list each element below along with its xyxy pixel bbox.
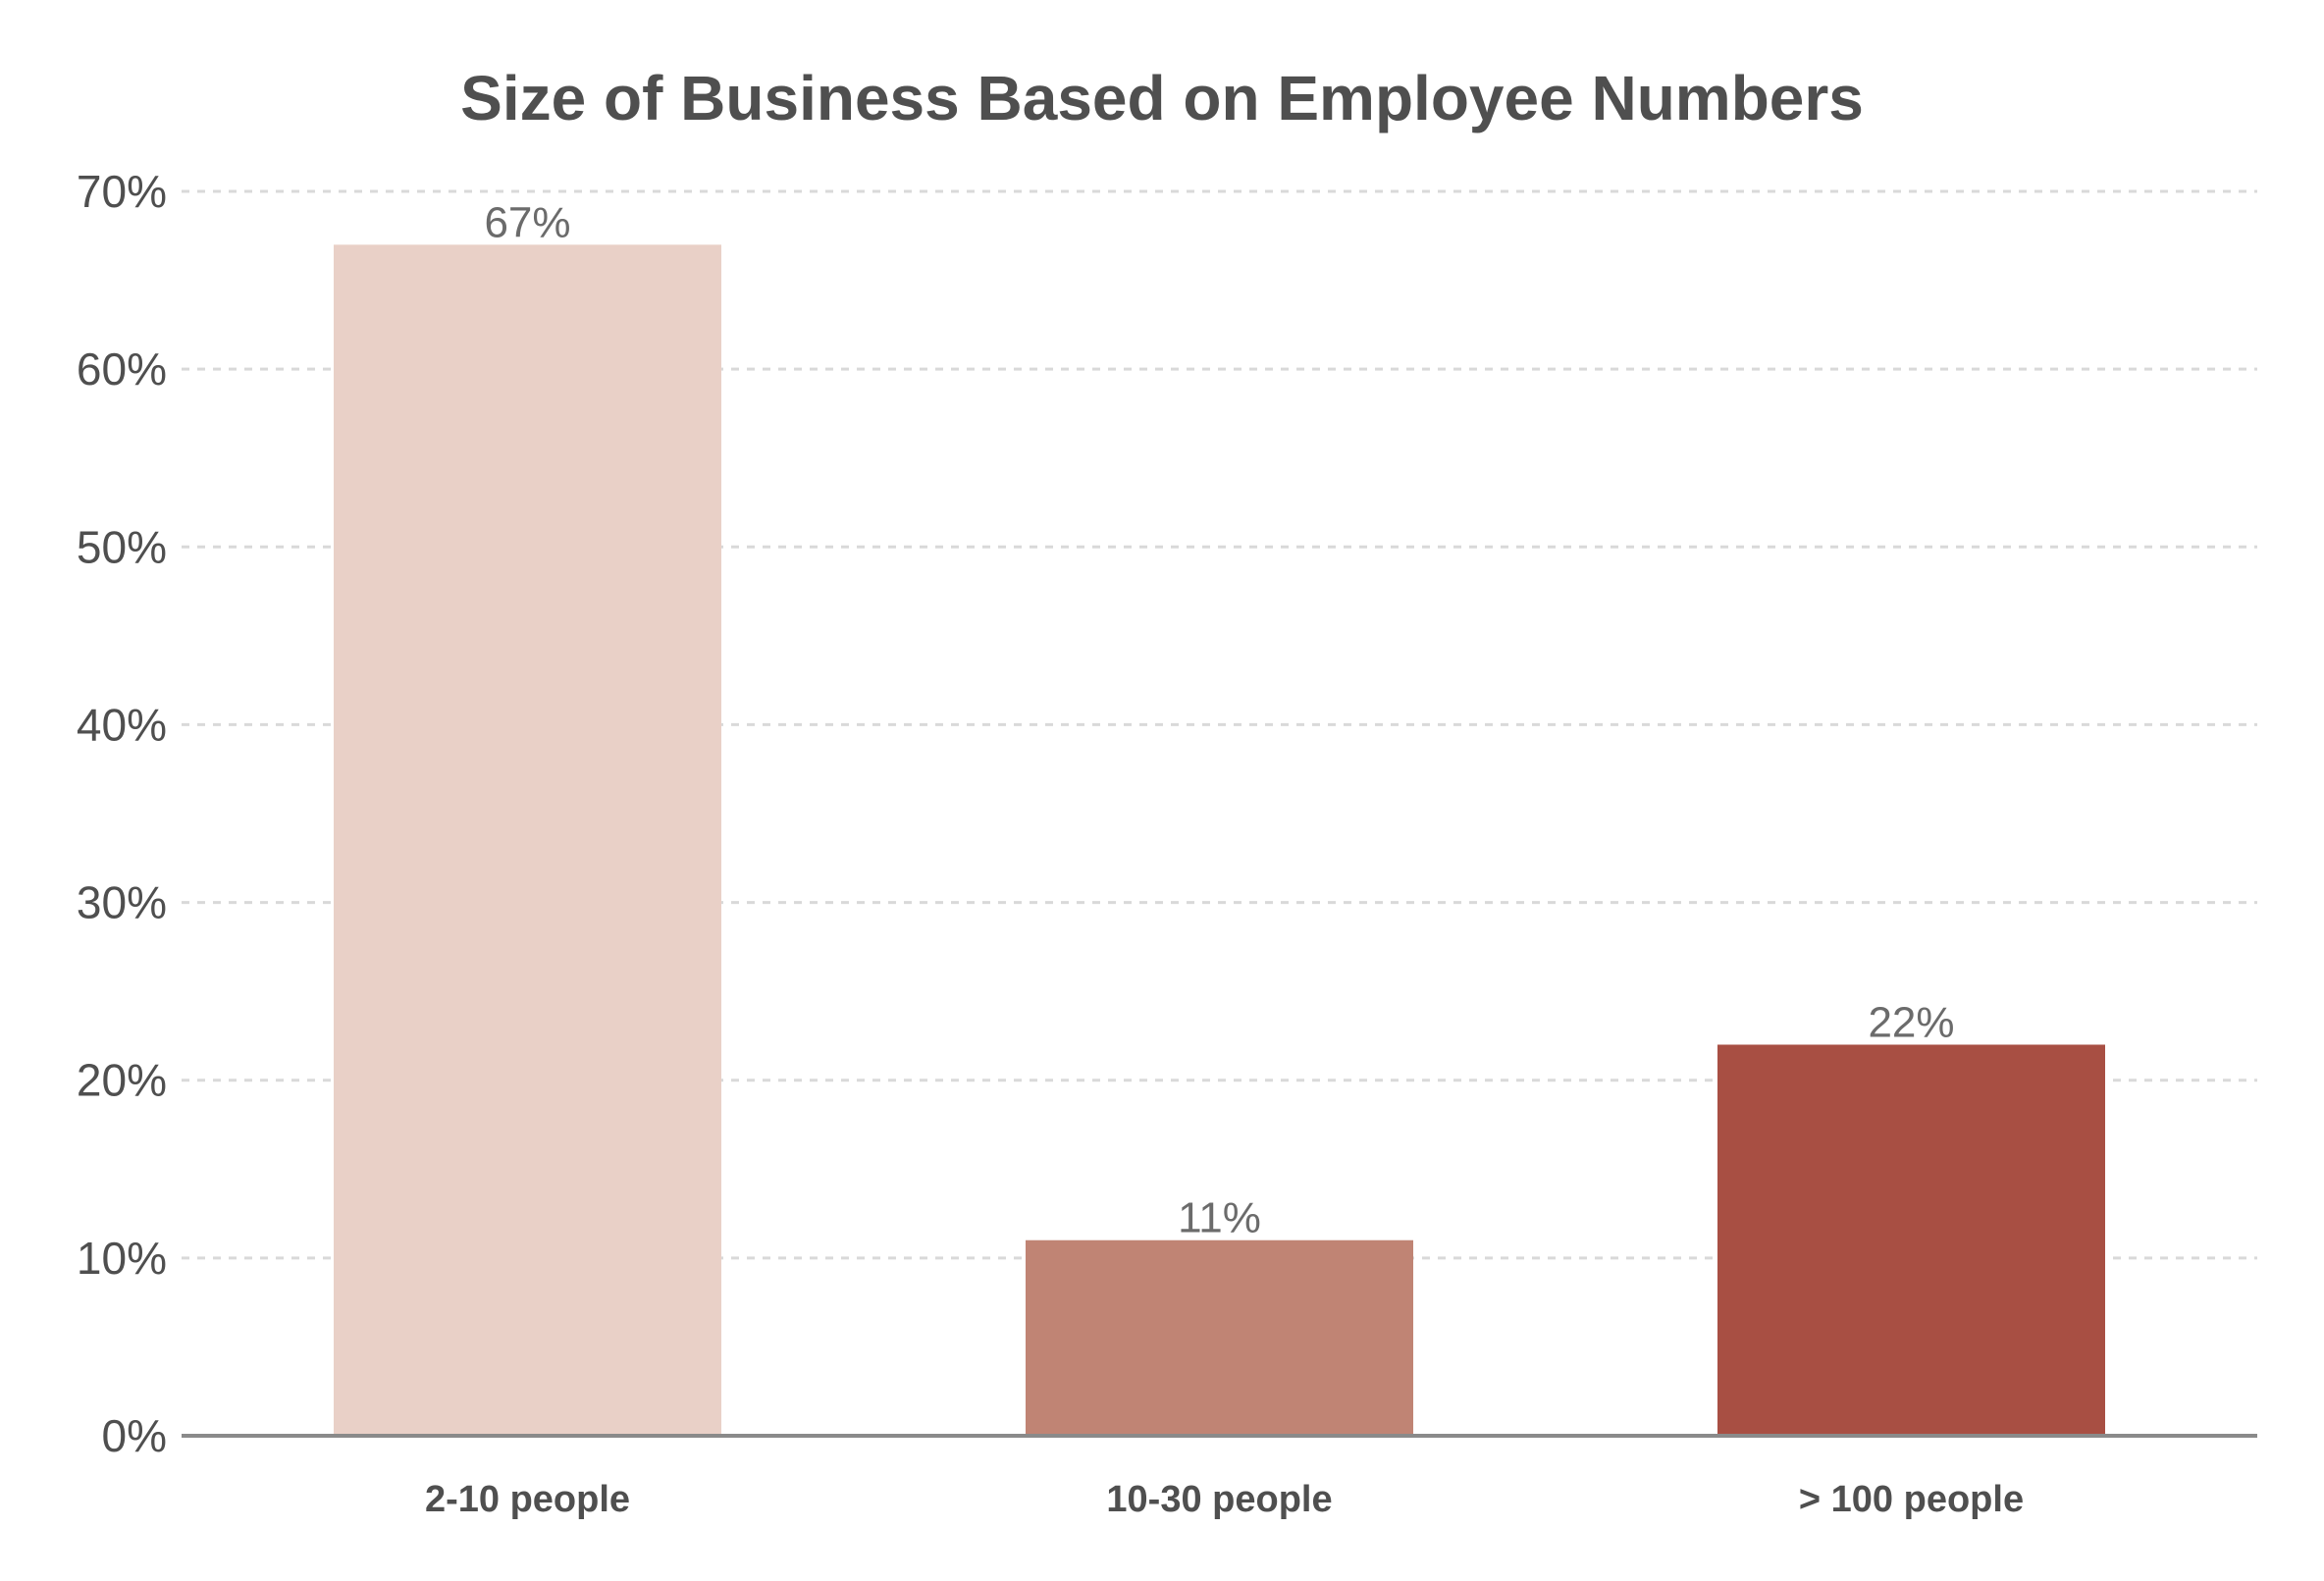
data-label: 11%	[1178, 1194, 1261, 1242]
data-labels: 67% 11% 22%	[484, 198, 1954, 1241]
y-tick-label: 30%	[77, 877, 167, 928]
chart-title: Size of Business Based on Employee Numbe…	[460, 63, 1864, 133]
x-axis-ticks: 2-10 people 10-30 people > 100 people	[425, 1479, 2024, 1520]
y-tick-label: 50%	[77, 521, 167, 572]
y-tick-label: 10%	[77, 1233, 167, 1284]
data-label: 22%	[1868, 998, 1954, 1046]
y-tick-label: 60%	[77, 343, 167, 395]
y-tick-label: 40%	[77, 699, 167, 750]
y-tick-label: 70%	[77, 166, 167, 217]
bar	[1717, 1044, 2105, 1436]
y-tick-label: 20%	[77, 1055, 167, 1106]
x-tick-label: > 100 people	[1799, 1479, 2024, 1520]
x-tick-label: 2-10 people	[425, 1479, 630, 1520]
bar	[1026, 1239, 1413, 1436]
y-axis-ticks: 0% 10% 20% 30% 40% 50% 60% 70%	[77, 166, 167, 1461]
x-tick-label: 10-30 people	[1106, 1479, 1332, 1520]
bars	[334, 244, 2105, 1436]
bar	[334, 244, 721, 1436]
y-tick-label: 0%	[102, 1410, 167, 1461]
data-label: 67%	[484, 198, 570, 246]
